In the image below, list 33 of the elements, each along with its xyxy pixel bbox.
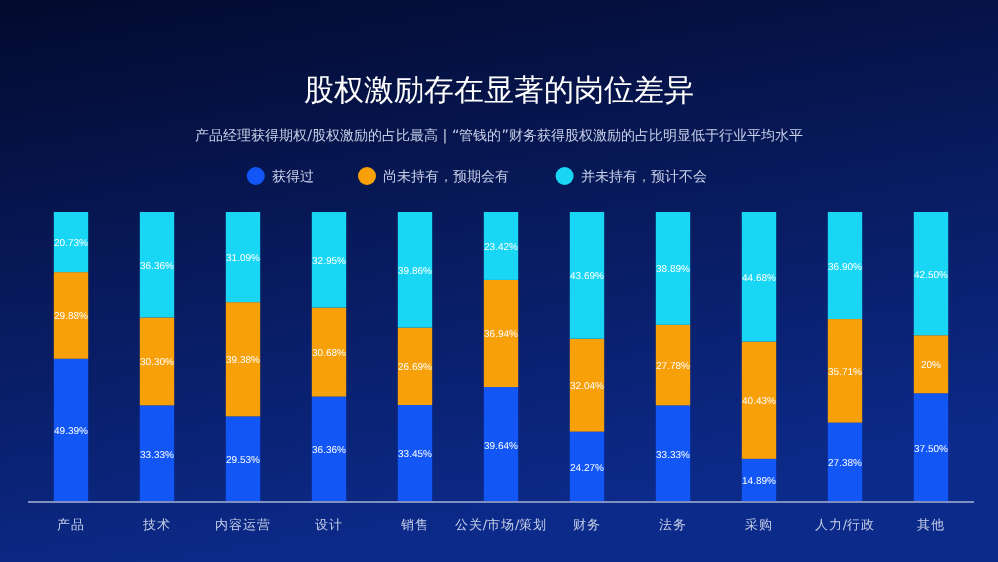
- bar: [483, 387, 519, 502]
- bar: [139, 212, 175, 318]
- bar: [397, 327, 433, 405]
- bar: [741, 212, 777, 342]
- bar: [397, 404, 433, 502]
- bar: [139, 405, 175, 502]
- bar: [311, 212, 347, 308]
- bar: [225, 302, 261, 417]
- bar: [655, 405, 691, 502]
- bar: [483, 279, 519, 388]
- bar: [655, 212, 691, 325]
- bar: [139, 317, 175, 406]
- bar: [53, 272, 89, 359]
- bar: [225, 212, 261, 303]
- bar: [827, 422, 863, 502]
- bar: [53, 358, 89, 502]
- bar: [827, 212, 863, 320]
- bar: [827, 319, 863, 423]
- bar: [741, 341, 777, 459]
- bar: [569, 212, 605, 339]
- bar: [311, 307, 347, 397]
- bar: [913, 393, 949, 502]
- bar: [311, 396, 347, 502]
- bar: [483, 212, 519, 280]
- bar: [655, 324, 691, 406]
- bar: [913, 335, 949, 394]
- bar: [225, 416, 261, 502]
- bar: [569, 431, 605, 502]
- chart-title: 股权激励存在显著的岗位差异: [304, 72, 694, 108]
- bar: [569, 338, 605, 432]
- bar: [913, 212, 949, 336]
- bar: [397, 212, 433, 328]
- bar: [53, 212, 89, 273]
